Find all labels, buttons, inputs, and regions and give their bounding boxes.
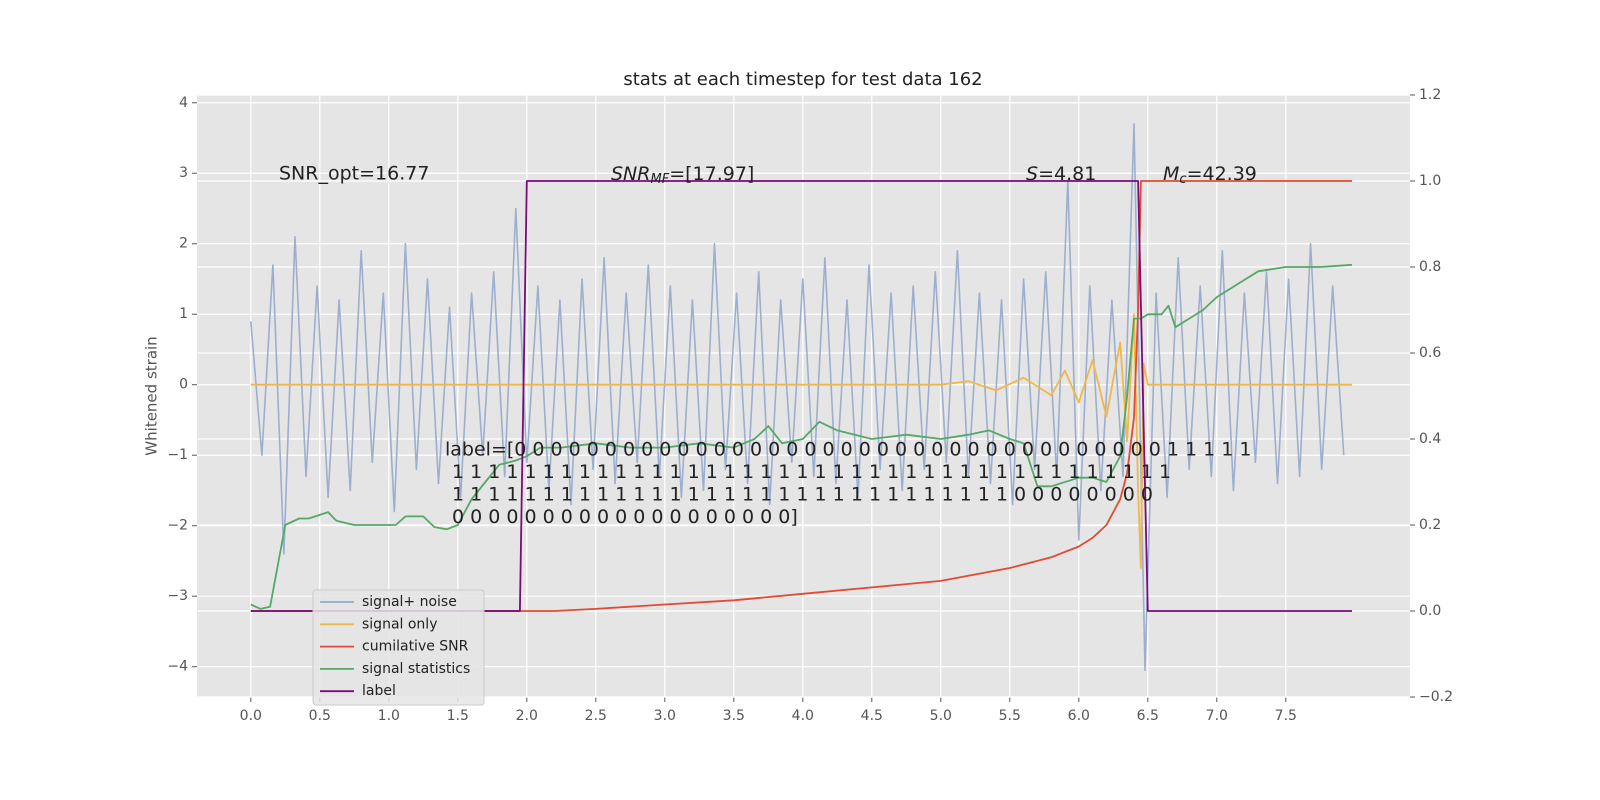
annotation-value: =42.39 [1187, 163, 1257, 185]
legend-label: cumilative SNR [362, 639, 469, 655]
x-tick-label: 0.5 [309, 708, 331, 724]
x-tick-label: 2.0 [516, 708, 538, 724]
x-tick-label: 3.0 [654, 708, 676, 724]
y2-tick-label: 1.0 [1419, 173, 1441, 189]
y2-tick-label: 0.8 [1419, 259, 1441, 275]
x-tick-label: 7.0 [1206, 708, 1228, 724]
y2-tick-label: −0.2 [1419, 689, 1453, 705]
legend-frame [312, 589, 485, 706]
y-tick-label: −2 [167, 518, 188, 534]
legend: signal+ noise signal only cumilative SNR si… [312, 589, 485, 706]
annotation-subscript: c [1179, 172, 1186, 187]
annotation-subscript: MF [650, 172, 669, 187]
series-line [250, 180, 1352, 612]
y2-tick-label: 0.6 [1419, 345, 1441, 361]
y-tick-label: 1 [179, 306, 188, 322]
y-tick-label: 2 [179, 236, 188, 252]
annotation: SNRMF=[17.97] [611, 163, 754, 187]
annotation: Mc=42.39 [1163, 163, 1257, 187]
x-tick-label: 5.5 [999, 708, 1021, 724]
series-line [250, 123, 1345, 672]
y2-tick-label: 0.2 [1419, 517, 1441, 533]
chart-title: stats at each timestep for test data 162 [623, 69, 982, 90]
legend-label: label [362, 683, 396, 699]
legend-label: signal+ noise [362, 594, 457, 610]
legend-label: signal statistics [362, 661, 470, 677]
x-tick-label: 5.0 [930, 708, 952, 724]
y-tick-label: 4 [179, 95, 188, 111]
x-tick-label: 7.5 [1275, 708, 1297, 724]
label-text: 0 0 0 0 0 0 0 0 0 0 0 0 0 0 0 0 0 0 0] [452, 506, 798, 528]
annotation-value: =[17.97] [669, 163, 754, 185]
y2-tick-label: 1.2 [1419, 87, 1441, 103]
label-text: label=[0 0 0 0 0 0 0 0 0 0 0 0 0 0 0 0 0… [445, 439, 1252, 461]
x-tick-label: 6.0 [1068, 708, 1090, 724]
x-tick-label: 2.5 [585, 708, 607, 724]
x-tick-label: 4.0 [792, 708, 814, 724]
y-tick-label: −1 [167, 447, 188, 463]
legend-label: signal only [362, 616, 437, 632]
series-line [250, 263, 1353, 610]
y2-tick-label: 0.4 [1419, 431, 1441, 447]
y-tick-label: −4 [167, 659, 188, 675]
series-line [250, 313, 1352, 569]
y-axis-label: Whitened strain [143, 336, 161, 455]
y-tick-label: 3 [179, 165, 188, 181]
x-tick-label: 1.0 [378, 708, 400, 724]
annotation-symbol: S [1026, 163, 1038, 185]
label-text: 1 1 1 1 1 1 1 1 1 1 1 1 1 1 1 1 1 1 1 1 … [452, 484, 1153, 506]
annotation-symbol: SNR [611, 163, 650, 185]
x-tick-label: 6.5 [1137, 708, 1159, 724]
x-tick-label: 0.0 [240, 708, 262, 724]
annotation: S=4.81 [1026, 163, 1096, 185]
y-tick-label: 0 [179, 377, 188, 393]
label-text: 1 1 1 1 1 1 1 1 1 1 1 1 1 1 1 1 1 1 1 1 … [452, 461, 1171, 483]
annotation-symbol: M [1163, 163, 1179, 185]
y-tick-label: −3 [167, 588, 188, 604]
x-tick-label: 1.5 [447, 708, 469, 724]
y2-tick-label: 0.0 [1419, 603, 1441, 619]
x-tick-label: 4.5 [861, 708, 883, 724]
x-tick-label: 3.5 [723, 708, 745, 724]
annotation-value: =4.81 [1038, 163, 1096, 185]
annotation: SNR_opt=16.77 [279, 163, 429, 185]
